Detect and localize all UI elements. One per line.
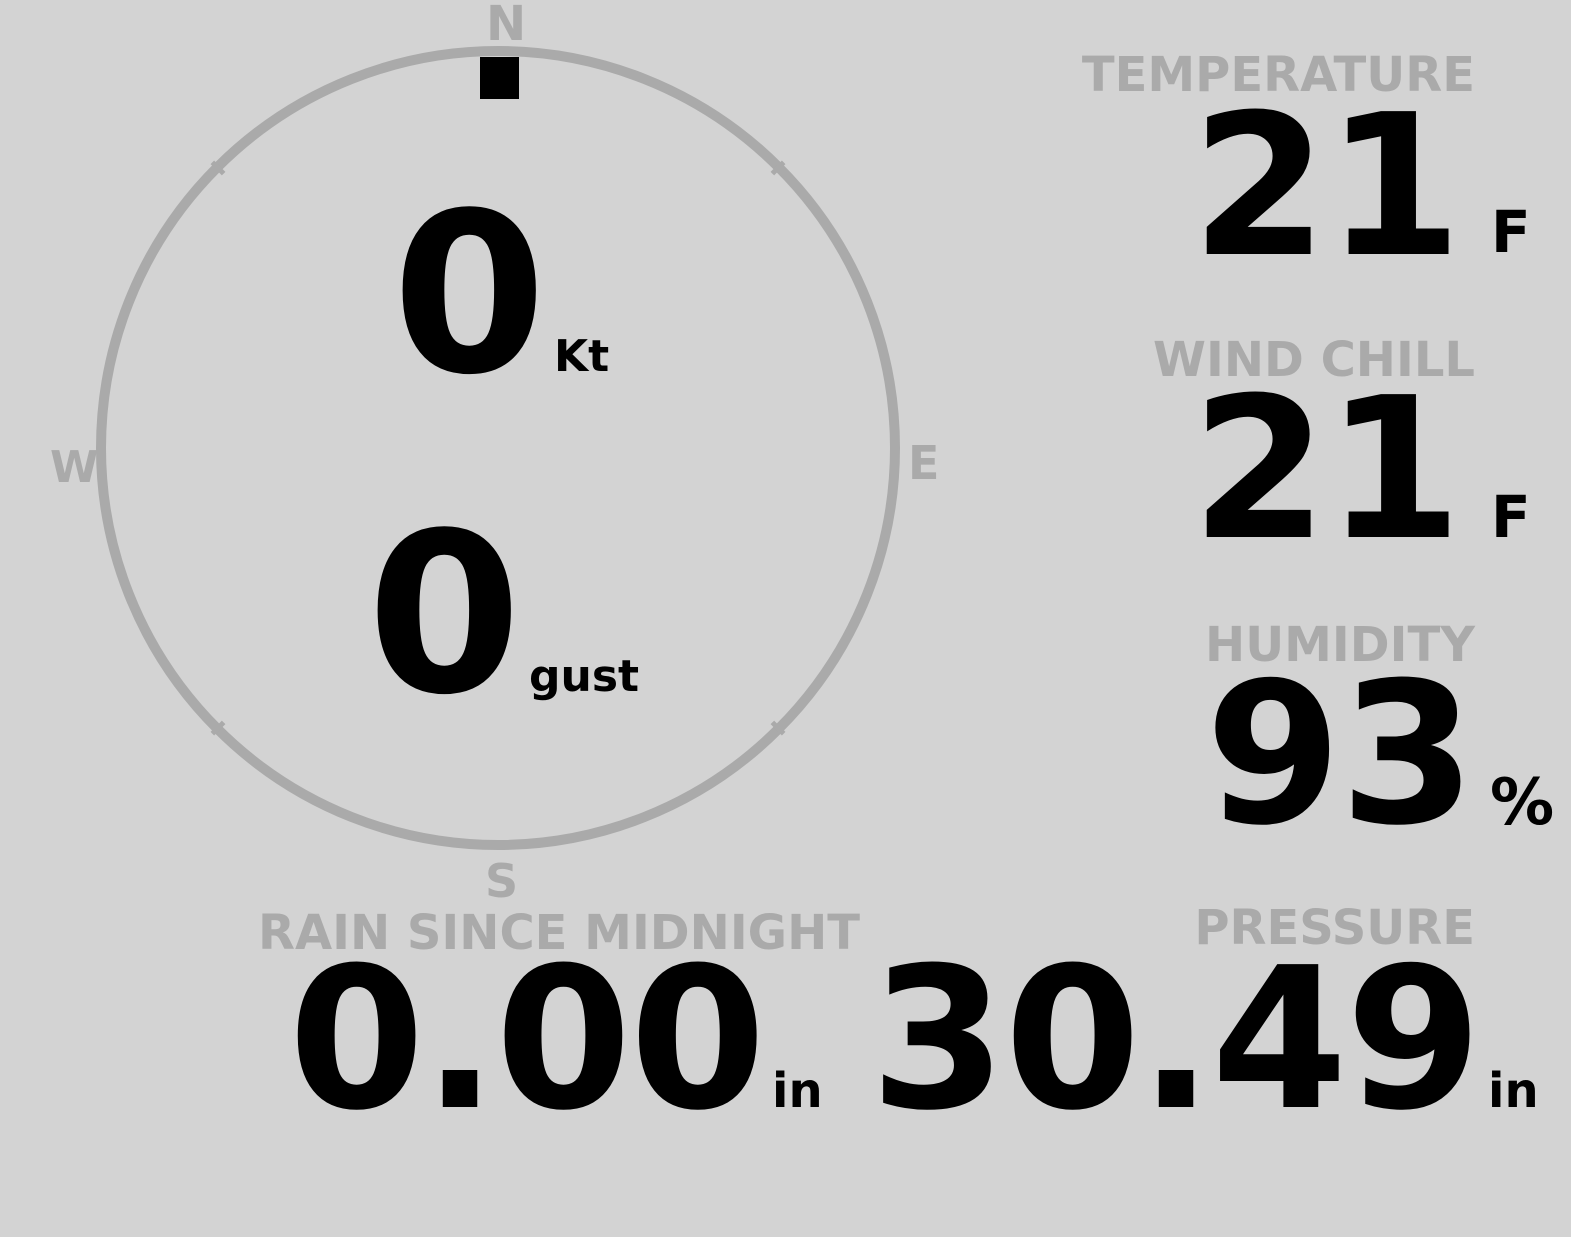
pressure-label: PRESSURE (1194, 900, 1475, 956)
rain-unit: in (772, 1063, 823, 1119)
temperature-value: 21 (1191, 73, 1462, 301)
rain-value: 0.00 (288, 926, 766, 1154)
wind-chill-label: WIND CHILL (1153, 332, 1475, 388)
rain-label: RAIN SINCE MIDNIGHT (258, 905, 860, 961)
wind-chill-unit: F (1491, 483, 1531, 551)
wind-speed-value: 0 (392, 166, 547, 424)
compass-tick (770, 160, 786, 176)
wind-gust-unit: gust (529, 651, 640, 702)
wind-gust-value: 0 (367, 486, 522, 744)
compass-ring (96, 46, 900, 850)
humidity-value: 93 (1205, 641, 1476, 869)
humidity-label: HUMIDITY (1205, 617, 1475, 673)
compass-north-label: N (486, 0, 527, 52)
pressure-unit: in (1488, 1063, 1539, 1119)
humidity-unit: % (1490, 766, 1555, 840)
compass-tick (770, 720, 786, 736)
wind-speed-unit: Kt (554, 331, 610, 382)
temperature-label: TEMPERATURE (1081, 47, 1475, 103)
compass-tick (210, 720, 226, 736)
compass-tick (210, 160, 226, 176)
temperature-unit: F (1491, 198, 1531, 266)
compass-ticks (210, 160, 786, 736)
compass-south-label: S (485, 854, 519, 908)
compass-east-label: E (908, 436, 940, 490)
wind-chill-value: 21 (1191, 356, 1462, 584)
compass-west-label: W (50, 442, 99, 493)
wind-direction-marker (480, 57, 519, 99)
pressure-value: 30.49 (870, 926, 1482, 1154)
